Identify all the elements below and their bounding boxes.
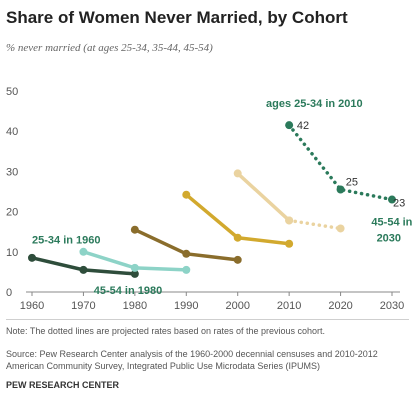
series-line xyxy=(236,172,291,222)
x-tick-label: 1970 xyxy=(71,300,95,312)
x-tick-label: 2000 xyxy=(225,300,249,312)
series-line xyxy=(287,123,394,202)
data-point xyxy=(388,195,396,204)
data-point xyxy=(285,239,294,248)
data-point xyxy=(28,253,36,262)
series-3 xyxy=(233,169,294,225)
y-tick-label: 40 xyxy=(6,126,18,138)
data-point xyxy=(285,121,294,130)
y-tick-label: 20 xyxy=(6,207,18,219)
data-point xyxy=(130,263,139,272)
annotation-label: 25-34 in 1960 xyxy=(32,235,101,247)
chart-note: Note: The dotted lines are projected rat… xyxy=(6,326,326,336)
divider xyxy=(6,319,409,320)
annotation-label: 45-54 in 1980 xyxy=(94,285,163,297)
annotation-label: 42 xyxy=(297,120,309,132)
series-0 xyxy=(28,253,139,278)
annotation-label: 45-54 in xyxy=(371,217,412,229)
y-tick-label: 0 xyxy=(6,287,12,299)
data-point xyxy=(233,255,242,264)
x-axis-ticks: 1960 1970 1980 1990 2000 2010 2020 2030 xyxy=(20,292,404,312)
data-point xyxy=(182,265,191,274)
data-point xyxy=(130,269,139,278)
series-6 xyxy=(285,121,396,204)
series-5 xyxy=(79,247,191,274)
data-point xyxy=(79,265,88,274)
y-tick-label: 10 xyxy=(6,247,18,259)
data-point xyxy=(285,216,294,225)
y-tick-label: 50 xyxy=(6,86,18,98)
x-tick-label: 2020 xyxy=(328,300,352,312)
chart-subtitle: % never married (at ages 25-34, 35-44, 4… xyxy=(6,42,213,54)
series-4 xyxy=(285,216,345,233)
x-tick-label: 2010 xyxy=(277,300,301,312)
y-axis-ticks: 0 10 20 30 40 50 xyxy=(6,86,18,299)
series-group xyxy=(28,121,396,278)
series-line xyxy=(287,218,343,231)
data-point xyxy=(182,249,191,258)
series-2 xyxy=(182,190,294,248)
annotation-label: 23 xyxy=(393,197,405,209)
x-tick-label: 2030 xyxy=(380,300,404,312)
data-point xyxy=(336,224,345,233)
series-1 xyxy=(130,225,242,264)
data-point xyxy=(336,185,345,194)
x-tick-label: 1960 xyxy=(20,300,44,312)
x-tick-label: 1980 xyxy=(123,300,147,312)
chart-source: Source: Pew Research Center analysis of … xyxy=(6,349,378,371)
data-point xyxy=(79,247,88,256)
data-point xyxy=(233,169,242,178)
data-point xyxy=(182,190,191,199)
data-point xyxy=(233,233,242,242)
annotations-group: ages 25-34 in 2010 42 25 23 45-54 in 2030 25-3… xyxy=(32,98,413,297)
annotation-label: ages 25-34 in 2010 xyxy=(266,98,363,110)
y-tick-label: 30 xyxy=(6,166,18,178)
annotation-label: 25 xyxy=(346,176,358,188)
x-tick-label: 1990 xyxy=(174,300,198,312)
chart-title: Share of Women Never Married, by Cohort xyxy=(6,8,348,27)
data-point xyxy=(130,225,139,234)
annotation-label: 2030 xyxy=(377,233,401,245)
chart-credit: PEW RESEARCH CENTER xyxy=(6,380,120,390)
